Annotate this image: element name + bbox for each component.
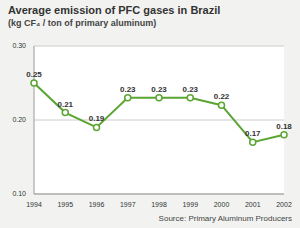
svg-text:0.18: 0.18 xyxy=(276,122,292,131)
svg-text:0.23: 0.23 xyxy=(182,85,198,94)
html-text:Average emission of PFC gases: Average emission of PFC gases in Brazil xyxy=(8,4,221,16)
svg-text:2002: 2002 xyxy=(276,201,292,208)
svg-text:0.30: 0.30 xyxy=(12,42,26,49)
svg-text:1999: 1999 xyxy=(182,201,198,208)
svg-text:1994: 1994 xyxy=(26,201,42,208)
svg-text:0.23: 0.23 xyxy=(151,85,167,94)
svg-text:2000: 2000 xyxy=(214,201,230,208)
svg-text:0.10: 0.10 xyxy=(12,190,26,197)
svg-text:2001: 2001 xyxy=(245,201,261,208)
svg-text:1995: 1995 xyxy=(57,201,73,208)
html-text:Source: Primary Aluminum Produ: Source: Primary Aluminum Producers xyxy=(158,214,292,223)
svg-text:0.19: 0.19 xyxy=(89,114,105,123)
svg-text:0.25: 0.25 xyxy=(26,70,42,79)
svg-text:0.20: 0.20 xyxy=(12,116,26,123)
svg-text:1998: 1998 xyxy=(151,201,167,208)
svg-text:1997: 1997 xyxy=(120,201,136,208)
svg-text:0.23: 0.23 xyxy=(120,85,136,94)
svg-text:0.22: 0.22 xyxy=(214,92,230,101)
svg-text:1996: 1996 xyxy=(89,201,105,208)
svg-text:0.21: 0.21 xyxy=(57,100,73,109)
html-text:(kg CF₄ / ton of primary alumi: (kg CF₄ / ton of primary aluminum) xyxy=(8,18,157,28)
svg-text:0.17: 0.17 xyxy=(245,129,261,138)
